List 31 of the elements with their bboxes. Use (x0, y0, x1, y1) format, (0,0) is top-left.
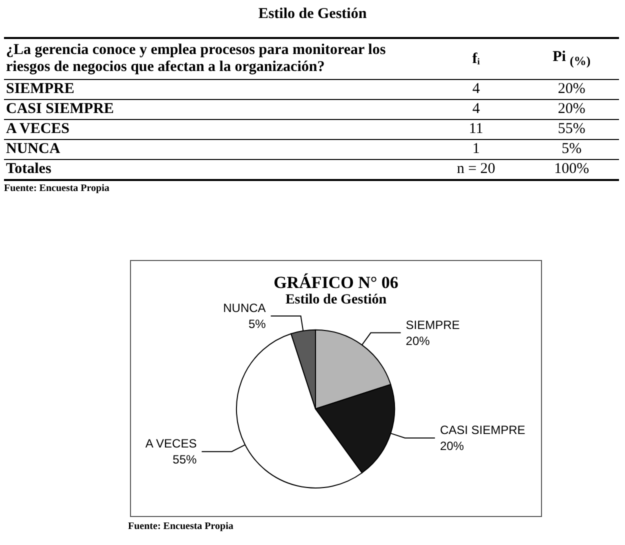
data-label: 55% (172, 452, 198, 467)
source-note: Fuente: Encuesta Propia (4, 183, 110, 194)
category-label: NUNCA (5, 140, 62, 159)
data-label: 20% (406, 334, 430, 348)
source-note: Fuente: Encuesta Propia (128, 521, 234, 532)
chart-subtitle: Estilo de Gestión (285, 292, 387, 308)
text: fᵢ (471, 50, 481, 68)
text: n = 20 (456, 161, 496, 177)
slice-label: A VECES (145, 436, 197, 451)
slice-label: NUNCA (223, 301, 266, 316)
text: Totales (5, 160, 52, 179)
data-label: 20% (440, 438, 464, 453)
category-label: SIEMPRE (5, 80, 76, 99)
text: Estilo de Gestión (257, 6, 368, 23)
text: 100% (554, 161, 590, 177)
text: ¿La gerencia conoce y emplea procesos para monitorear los riesgos de negocios que afectan a la organización? (5, 41, 387, 77)
data-label: 1 (471, 140, 481, 159)
slice-label: SIEMPRE (406, 318, 460, 332)
text: Pi $_{(%)}$ (552, 48, 592, 70)
data-label: 11 (468, 120, 484, 139)
category-label: CASI SIEMPRE (5, 100, 115, 119)
data-label: 20% (558, 81, 586, 97)
data-label: 5% (248, 317, 266, 332)
data-label: 20% (558, 101, 586, 117)
data-label: 4 (471, 80, 481, 99)
category-label: A VECES (5, 120, 71, 139)
data-label: 4 (471, 100, 481, 119)
data-label: 5% (562, 141, 582, 157)
chart-title: GRÁFICO N° 06 (274, 273, 398, 292)
slice-label: CASI SIEMPRE (440, 422, 526, 437)
data-label: 55% (558, 121, 586, 137)
